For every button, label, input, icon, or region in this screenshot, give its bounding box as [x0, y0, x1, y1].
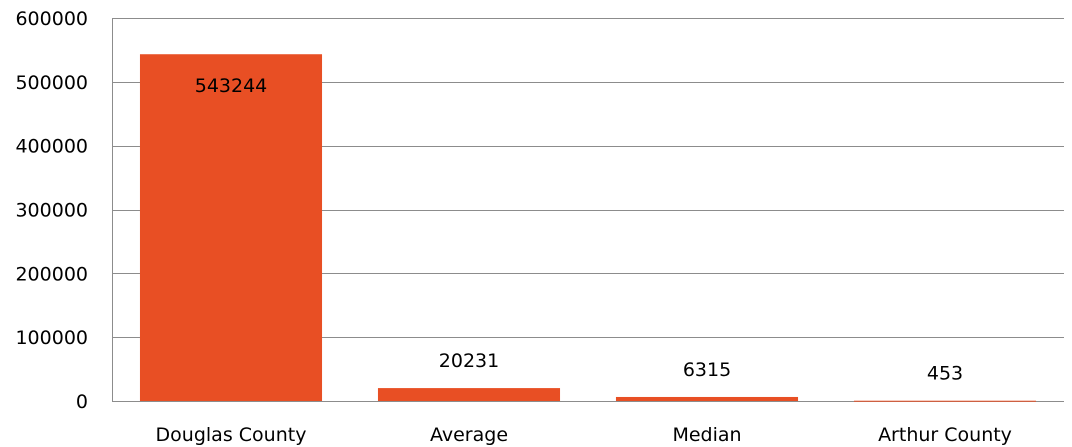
- bar: [139, 54, 323, 401]
- y-tick-label: 400000: [15, 136, 88, 158]
- y-tick-label: 600000: [15, 8, 88, 30]
- y-axis-ticks: 0 100000 200000 300000 400000 500000 600000: [15, 8, 88, 413]
- y-tick-label: 200000: [15, 263, 88, 285]
- y-tick-label: 300000: [15, 200, 88, 222]
- data-label: 6315: [683, 359, 731, 381]
- y-tick-label: 100000: [15, 327, 88, 349]
- bar: [853, 400, 1037, 402]
- x-axis-categories: Douglas County Average Median Arthur County: [156, 424, 1012, 446]
- x-category-label: Douglas County: [156, 424, 307, 446]
- x-category-label: Average: [430, 424, 508, 446]
- data-label: 453: [927, 363, 963, 385]
- data-label: 20231: [439, 350, 499, 372]
- bar: [615, 396, 799, 401]
- y-tick-label: 0: [76, 391, 88, 413]
- bar: [377, 388, 561, 401]
- data-label: 543244: [195, 75, 268, 97]
- x-category-label: Arthur County: [878, 424, 1012, 446]
- data-labels: 543244 20231 6315 453: [195, 75, 963, 384]
- bars: [139, 54, 1037, 402]
- y-tick-label: 500000: [15, 72, 88, 94]
- x-category-label: Median: [672, 424, 741, 446]
